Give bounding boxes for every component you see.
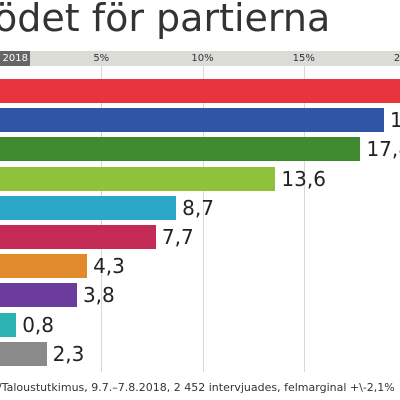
- x-tick-label: 15%: [292, 53, 315, 64]
- gridline: [202, 66, 204, 372]
- bar: [0, 166, 276, 191]
- bar-value-label: 13,6: [281, 166, 326, 191]
- bar-value-label: 1: [390, 108, 400, 133]
- bar: [0, 79, 400, 103]
- bar-value-label: 8,7: [182, 195, 214, 220]
- bar-value-label: 7,7: [161, 225, 194, 249]
- x-tick-label: 5%: [93, 53, 110, 64]
- bar-value-label: 0,8: [22, 312, 54, 337]
- bar-value-label: 4,3: [93, 254, 125, 279]
- source-footnote: /Taloustutkimus, 9.7.–7.8.2018, 2 452 in…: [0, 381, 395, 394]
- bar: [0, 108, 384, 133]
- x-tick-label: 10%: [191, 53, 214, 64]
- bar: [0, 225, 156, 249]
- x-tick-label: 20%: [393, 53, 400, 64]
- bar-value-label: 17,8: [366, 137, 400, 162]
- bar-value-label: 3,8: [82, 283, 115, 308]
- year-badge: 2018: [0, 51, 30, 66]
- bar: [0, 312, 17, 337]
- chart-title: ödet för partierna: [0, 0, 331, 40]
- bar: [0, 195, 177, 220]
- bar: [0, 137, 361, 162]
- gridline: [303, 66, 305, 372]
- bar: [0, 283, 77, 308]
- bar: [0, 254, 88, 279]
- bar: [0, 341, 47, 366]
- axis-strip: [0, 51, 400, 66]
- bar-value-label: 2,3: [52, 341, 85, 366]
